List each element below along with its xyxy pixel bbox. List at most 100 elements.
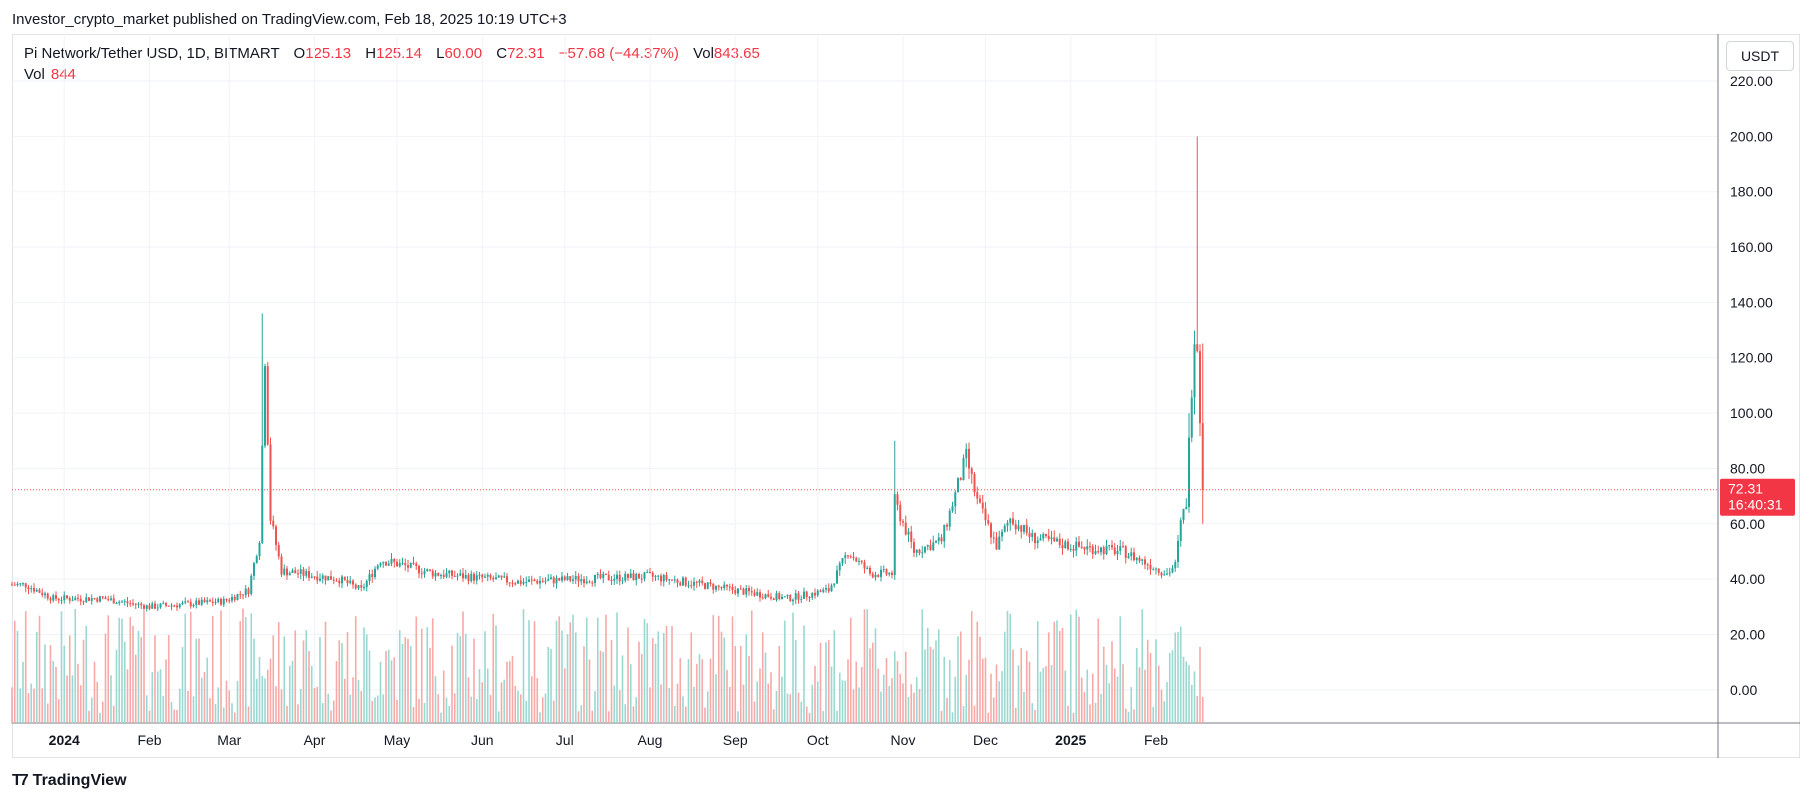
candle-body: [137, 603, 140, 605]
candle-body: [198, 600, 200, 605]
candle-body: [610, 580, 613, 582]
candle-body: [1122, 546, 1124, 548]
candle-body: [250, 575, 253, 595]
candle-body: [957, 478, 959, 493]
candle-body: [588, 581, 591, 583]
volume-bar: [627, 627, 629, 723]
volume-bar: [96, 681, 99, 723]
volume-bar: [781, 676, 783, 723]
volume-bar: [1028, 661, 1031, 723]
last-price-tag: [1720, 478, 1795, 516]
volume-bar: [720, 631, 723, 723]
volume-bar: [1130, 687, 1133, 723]
candle-body: [693, 581, 695, 586]
volume-bar: [869, 648, 871, 723]
candle-body: [431, 570, 434, 577]
candle-body: [616, 574, 618, 580]
candle-body: [673, 579, 676, 581]
volume-indicator-label[interactable]: Vol: [24, 66, 45, 83]
currency-unit-button[interactable]: USDT: [1726, 41, 1794, 71]
candle-body: [638, 573, 640, 579]
candle-body: [995, 537, 998, 550]
candle-body: [305, 570, 308, 576]
volume-bar: [767, 683, 770, 723]
volume-bar: [239, 621, 242, 723]
volume-bar: [60, 611, 63, 723]
candle-body: [231, 596, 233, 601]
candle-body: [871, 573, 874, 578]
volume-bar: [253, 638, 255, 723]
candle-body: [778, 593, 781, 600]
candle-body: [1102, 547, 1105, 555]
volume-bar: [528, 620, 530, 723]
volume-bar: [1196, 695, 1199, 723]
volume-bar: [470, 696, 473, 723]
candle-body: [481, 574, 484, 578]
volume-bar: [759, 668, 761, 723]
candle-body: [690, 585, 693, 587]
candle-body: [412, 562, 415, 564]
volume-bar: [313, 687, 316, 723]
volume-bar: [52, 660, 55, 723]
candle-body: [266, 366, 269, 445]
volume-bar: [1146, 639, 1149, 723]
candle-body: [327, 576, 330, 581]
candle-body: [239, 594, 242, 596]
volume-bar: [445, 697, 448, 723]
volume-bar: [68, 635, 71, 723]
tradingview-brand: T7 TradingView: [12, 772, 127, 790]
volume-bar: [162, 695, 165, 723]
volume-bar: [420, 628, 423, 723]
volume-bar: [734, 646, 737, 723]
candle-body: [514, 583, 517, 585]
volume-bar: [506, 661, 508, 723]
volume-bar: [731, 616, 734, 723]
volume-bar: [121, 618, 123, 723]
volume-bar: [379, 661, 382, 723]
candle-body: [819, 590, 822, 592]
volume-bar: [159, 669, 162, 723]
volume-bar: [596, 617, 599, 723]
symbol-label[interactable]: Pi Network/Tether USD, 1D, BITMART: [24, 45, 280, 62]
candle-body: [720, 586, 723, 589]
candle-body: [643, 572, 646, 579]
x-tick-label: Jun: [471, 732, 494, 748]
candle-body: [1113, 547, 1116, 555]
candle-body: [605, 573, 607, 575]
volume-bar: [283, 636, 286, 723]
candle-body: [1108, 545, 1111, 547]
volume-bar: [888, 686, 891, 723]
candle-body: [206, 600, 209, 603]
candle-body: [420, 573, 423, 575]
volume-bar: [904, 651, 907, 723]
candle-body: [888, 572, 891, 575]
candle-body: [596, 574, 599, 576]
candle-body: [1130, 552, 1133, 557]
candle-body: [299, 569, 302, 574]
y-tick-label: 40.00: [1730, 571, 1765, 587]
candle-body: [220, 598, 222, 605]
volume-bar: [640, 654, 643, 723]
volume-bar: [167, 635, 170, 723]
volume-bar: [858, 687, 860, 723]
volume-bar: [354, 616, 357, 723]
volume-bar: [800, 701, 803, 723]
candle-body: [533, 579, 536, 582]
volume-bar: [1124, 708, 1127, 723]
candle-body: [712, 583, 715, 590]
volume-bar: [38, 615, 41, 723]
candle-body: [280, 556, 283, 575]
volume-bar: [814, 665, 816, 723]
volume-bar: [13, 620, 16, 723]
volume-bar: [459, 636, 462, 723]
candle-body: [85, 597, 88, 602]
candle-body: [1155, 568, 1157, 570]
candle-body: [992, 537, 995, 539]
volume-bar: [1083, 692, 1086, 723]
candle-body: [371, 574, 374, 578]
candle-body: [77, 597, 79, 599]
candle-body: [203, 599, 206, 603]
candle-body: [200, 599, 203, 605]
volume-bar: [412, 706, 415, 723]
